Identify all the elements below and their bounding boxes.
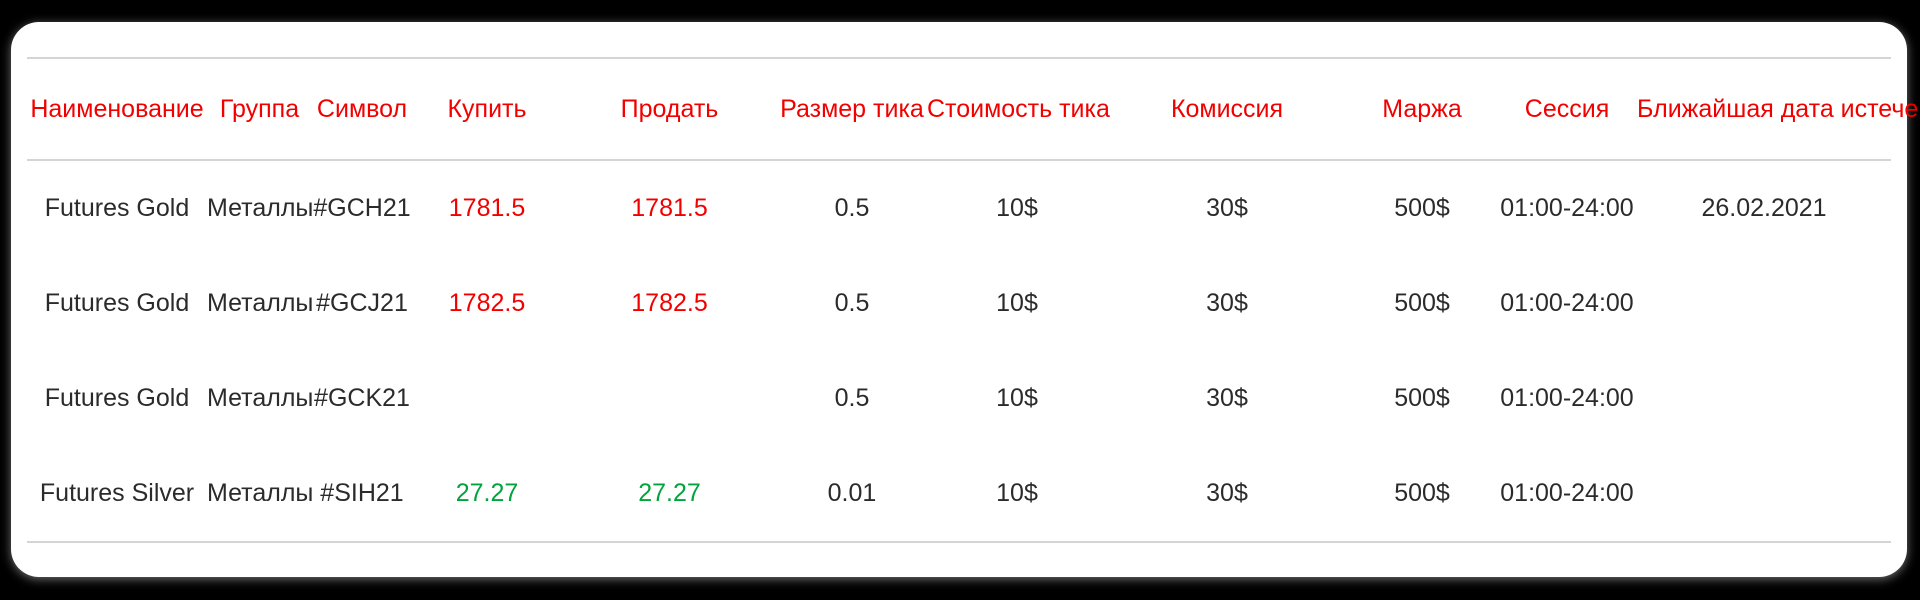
cell-name: Futures Gold [44,289,190,317]
cell-session: 01:00-24:00 [1497,446,1637,543]
column-header-tick-size: Размер тика [777,57,927,161]
column-header-expiry: Ближайшая дата истечения [1637,57,1920,161]
cell-name: Futures Silver [27,446,207,543]
cell-symbol: #GCJ21 [316,289,408,317]
cell-expiry: 26.02.2021 [1701,194,1827,222]
cell-expiry [1637,256,1891,351]
cell-sell-price [562,351,777,446]
cell-expiry [1637,351,1891,446]
cell-tick-size: 0.5 [834,289,870,317]
instrument-specs-card: Наименование Группа Символ Купить Продат… [11,22,1920,577]
cell-tick-value: 10$ [996,384,1038,412]
cell-sell-price: 1781.5 [631,194,708,222]
cell-margin: 500$ [1347,446,1497,543]
cell-symbol: #GCK21 [314,384,410,412]
cell-name: Futures Gold [44,194,190,222]
cell-tick-value: 10$ [996,194,1038,222]
cell-buy-price: 27.27 [412,446,562,543]
cell-margin: 500$ [1394,384,1450,412]
cell-session: 01:00-24:00 [1500,384,1634,412]
column-header-margin: Маржа [1347,57,1497,161]
cell-expiry [1637,446,1891,543]
cell-symbol: #GCH21 [313,194,411,222]
column-header-symbol: Символ [312,57,412,161]
cell-session: 01:00-24:00 [1500,194,1634,222]
column-header-buy: Купить [412,57,562,161]
cell-group: Металлы [207,289,314,317]
header-row: Наименование Группа Символ Купить Продат… [27,57,1920,161]
cell-session: 01:00-24:00 [1500,289,1634,317]
cell-tick-size: 0.5 [834,194,870,222]
cell-buy-price: 1782.5 [448,289,526,317]
column-header-tick-value: Стоимость тика [927,57,1110,161]
cell-tick-value: 10$ [927,446,1107,543]
cell-group: Металлы [207,384,314,412]
cell-tick-value: 10$ [996,289,1038,317]
cell-group: Металлы [207,446,313,543]
cell-commission: 30$ [1206,194,1248,222]
table-row: Futures Gold Металлы #GCH21 1781.5 1781.… [27,160,1891,256]
table-header: Наименование Группа Символ Купить Продат… [27,57,1920,161]
table-body: Futures Gold Металлы #GCH21 1781.5 1781.… [27,160,1891,543]
cell-symbol: #SIH21 [312,446,412,543]
column-header-group: Группа [207,57,312,161]
cell-sell-price: 27.27 [562,446,777,543]
cell-buy-price: 1781.5 [448,194,526,222]
cell-buy-price [412,351,562,446]
cell-commission: 30$ [1107,446,1347,543]
column-header-commission: Комиссия [1107,57,1347,161]
table-row: Futures Silver Металлы #SIH21 27.27 27.2… [27,446,1891,543]
table-row: Futures Gold Металлы #GCK21 0.5 10$ 30$ … [27,351,1891,446]
column-header-sell: Продать [562,57,777,161]
cell-name: Futures Gold [44,384,190,412]
cell-sell-price: 1782.5 [631,289,708,317]
column-header-session: Сессия [1497,57,1637,161]
cell-commission: 30$ [1206,384,1248,412]
table-row: Futures Gold Металлы #GCJ21 1782.5 1782.… [27,256,1891,351]
column-header-name: Наименование [27,57,207,161]
cell-commission: 30$ [1206,289,1248,317]
cell-margin: 500$ [1394,194,1450,222]
cell-tick-size: 0.01 [777,446,927,543]
cell-group: Металлы [207,194,314,222]
cell-margin: 500$ [1394,289,1450,317]
instrument-specs-table: Наименование Группа Символ Купить Продат… [27,57,1920,543]
cell-tick-size: 0.5 [834,384,870,412]
